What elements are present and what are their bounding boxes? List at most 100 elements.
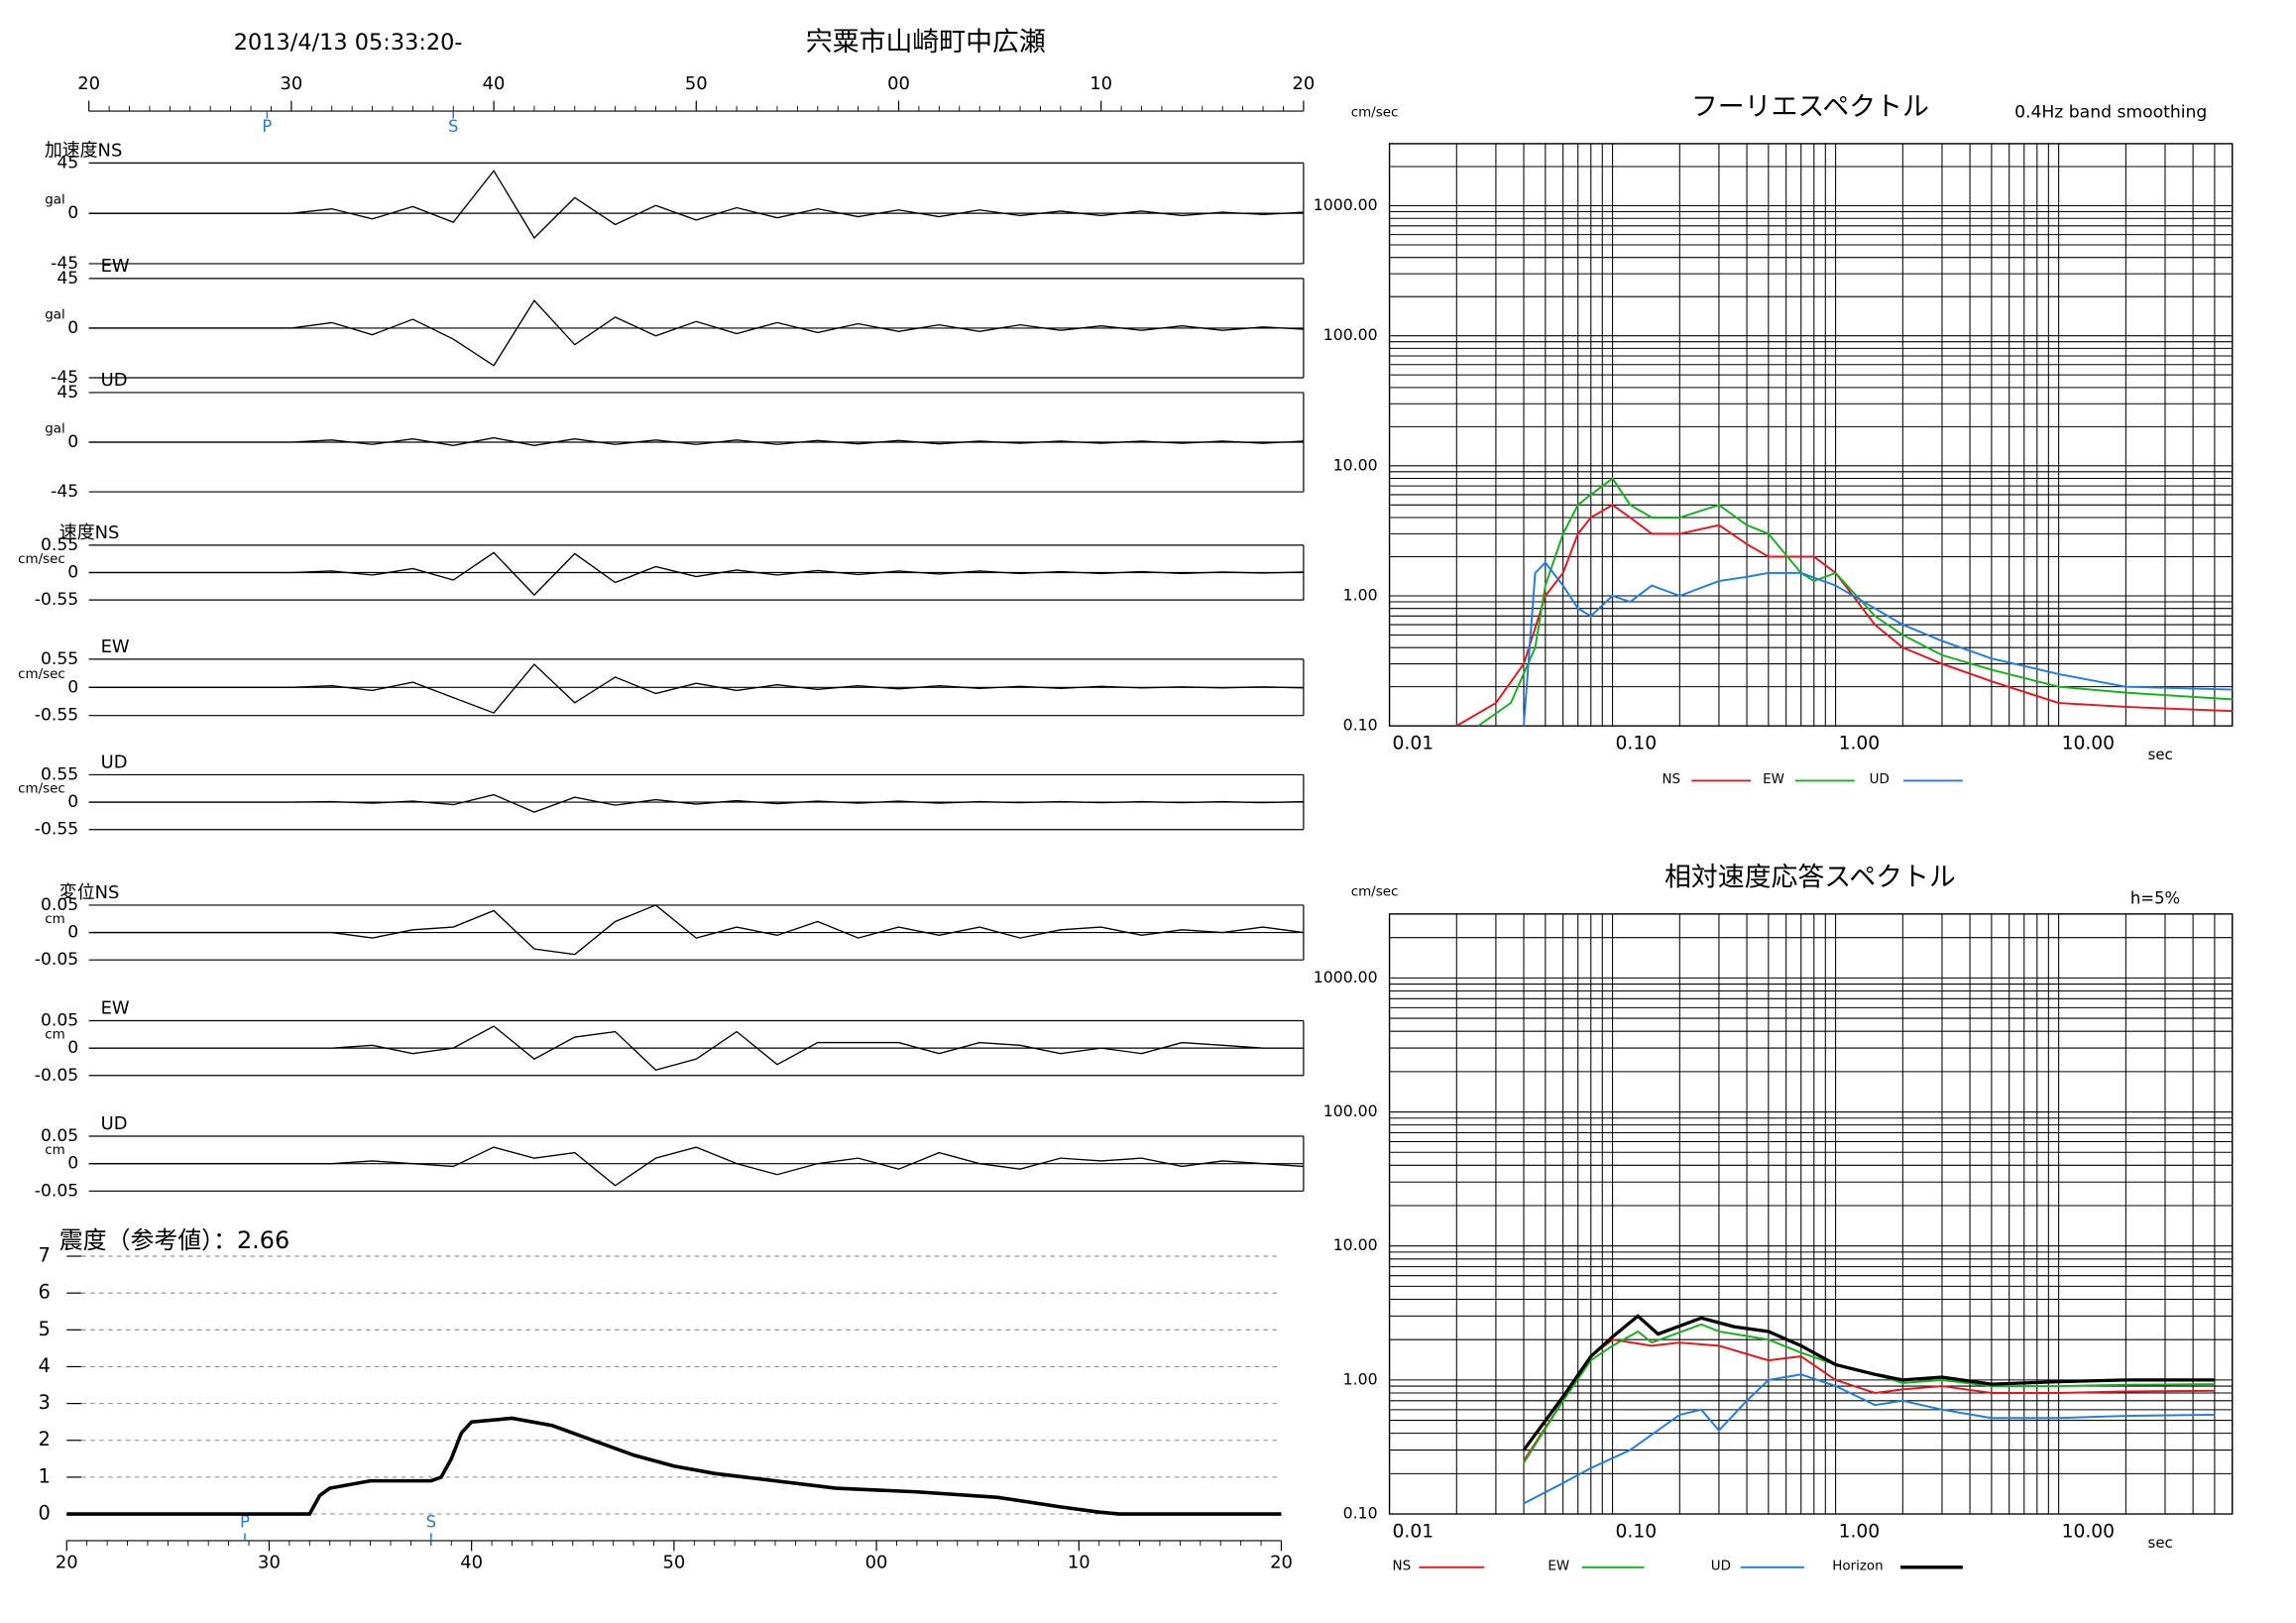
x-tick-label: 10.00	[2062, 734, 2115, 754]
x-tick-label: 30	[280, 73, 302, 94]
y-tick-label: -45	[51, 482, 78, 502]
y-tick-label: 45	[57, 269, 78, 289]
panel-name: UD	[101, 370, 128, 391]
x-tick-label: 1.00	[1839, 1521, 1881, 1542]
y-tick-label: 1	[38, 1464, 50, 1487]
y-tick-label: 0.55	[41, 764, 78, 784]
panel-unit: cm	[45, 1143, 64, 1158]
x-tick-label: 10	[1068, 1552, 1091, 1572]
y-tick-label: 0	[67, 1038, 78, 1058]
plot-frame	[1388, 143, 2234, 727]
y-tick-label: 0	[67, 432, 78, 452]
intensity-title: 震度（参考値）：2.66	[59, 1226, 289, 1254]
record-time: 2013/4/13 05:33:20-	[234, 30, 463, 56]
waveform-trace	[88, 793, 1304, 813]
x-tick-label: 40	[460, 1552, 483, 1572]
plot-frame	[1388, 913, 2234, 1515]
fourier-title: フーリエスペクトル	[1691, 92, 1929, 123]
phase-label: P	[240, 1512, 250, 1531]
x-tick-label: 10	[1090, 73, 1112, 94]
spectrum-line	[1523, 1338, 2215, 1461]
waveform-trace	[88, 170, 1304, 240]
y-tick-label: 0.05	[41, 895, 78, 915]
y-tick-label: 1000.00	[1314, 968, 1378, 986]
y-tick-label: -45	[51, 254, 78, 274]
y-tick-label: -0.05	[35, 1181, 78, 1201]
y-tick-label: -0.55	[35, 820, 78, 840]
y-tick-label: 3	[38, 1391, 50, 1414]
y-tick-label: 0	[67, 203, 78, 223]
x-tick-label: 00	[865, 1552, 888, 1572]
x-tick-label: 40	[483, 73, 506, 94]
spectrum-line	[1523, 1373, 2215, 1505]
y-tick-label: 45	[57, 153, 78, 173]
legend-label: EW	[1763, 772, 1784, 787]
y-tick-label: 0	[67, 1154, 78, 1174]
y-tick-label: 45	[57, 383, 78, 403]
response-x-unit: sec	[2148, 1534, 2173, 1552]
x-tick-label: 0.10	[1616, 1521, 1658, 1542]
spectrum-line	[1523, 1323, 2215, 1464]
y-tick-label: 100.00	[1323, 325, 1378, 344]
y-tick-label: 0.55	[41, 649, 78, 669]
x-tick-label: 20	[1292, 73, 1315, 94]
panel-unit: cm/sec	[18, 782, 65, 797]
y-tick-label: 1000.00	[1314, 195, 1378, 214]
panel-unit: cm	[45, 1028, 64, 1043]
panel-name: EW	[101, 256, 130, 277]
panel-name: UD	[101, 1113, 128, 1134]
fourier-y-unit: cm/sec	[1351, 106, 1399, 121]
x-tick-label: 00	[887, 73, 910, 94]
y-tick-label: 5	[38, 1318, 50, 1340]
x-tick-label: 0.01	[1393, 1521, 1435, 1542]
waveform-trace	[88, 663, 1304, 714]
x-tick-label: 20	[1270, 1552, 1293, 1572]
response-subtitle: h=5%	[2130, 888, 2180, 907]
panel-name: 変位NS	[59, 882, 120, 903]
y-tick-label: 7	[38, 1244, 50, 1267]
y-tick-label: -0.05	[35, 1066, 78, 1086]
fourier-subtitle: 0.4Hz band smoothing	[2014, 103, 2207, 123]
legend-label: EW	[1548, 1559, 1569, 1573]
y-tick-label: 0	[67, 792, 78, 812]
waveform-trace	[88, 904, 1304, 956]
x-tick-label: 30	[258, 1552, 281, 1572]
y-tick-label: 1.00	[1343, 1369, 1378, 1388]
y-tick-label: -0.55	[35, 706, 78, 726]
y-tick-label: 2	[38, 1428, 50, 1450]
panel-unit: gal	[45, 308, 65, 323]
legend-label: Horizon	[1832, 1559, 1883, 1573]
y-tick-label: -0.05	[35, 950, 78, 970]
waveform-trace	[88, 299, 1304, 367]
x-tick-label: 10.00	[2062, 1521, 2115, 1542]
waveform-trace	[88, 551, 1304, 597]
panel-name: 加速度NS	[45, 140, 122, 161]
phase-label: S	[426, 1512, 436, 1531]
spectrum-line	[1523, 561, 2233, 727]
spectrum-line	[1477, 477, 2233, 727]
x-tick-label: 1.00	[1839, 734, 1881, 754]
y-tick-label: 0	[38, 1502, 50, 1525]
y-tick-label: 1.00	[1343, 585, 1378, 604]
y-tick-label: 0	[67, 677, 78, 697]
phase-label: P	[262, 117, 272, 136]
panel-unit: gal	[45, 193, 65, 208]
panel-name: EW	[101, 998, 130, 1019]
y-tick-label: 0.10	[1343, 1504, 1378, 1523]
y-tick-label: 0	[67, 562, 78, 582]
spectrum-line	[1522, 1314, 2215, 1451]
y-tick-label: 0	[67, 923, 78, 943]
waveform-trace	[88, 1025, 1304, 1071]
legend-label: NS	[1662, 772, 1680, 787]
panel-unit: cm/sec	[18, 552, 65, 567]
fourier-x-unit: sec	[2148, 746, 2173, 763]
panel-name: UD	[101, 752, 128, 772]
response-y-unit: cm/sec	[1351, 884, 1399, 899]
y-tick-label: 10.00	[1333, 455, 1378, 474]
y-tick-label: 0	[67, 318, 78, 338]
panel-name: 速度NS	[59, 522, 120, 543]
panel-unit: gal	[45, 422, 65, 437]
intensity-line	[66, 1416, 1282, 1516]
y-tick-label: 0.05	[41, 1010, 78, 1030]
